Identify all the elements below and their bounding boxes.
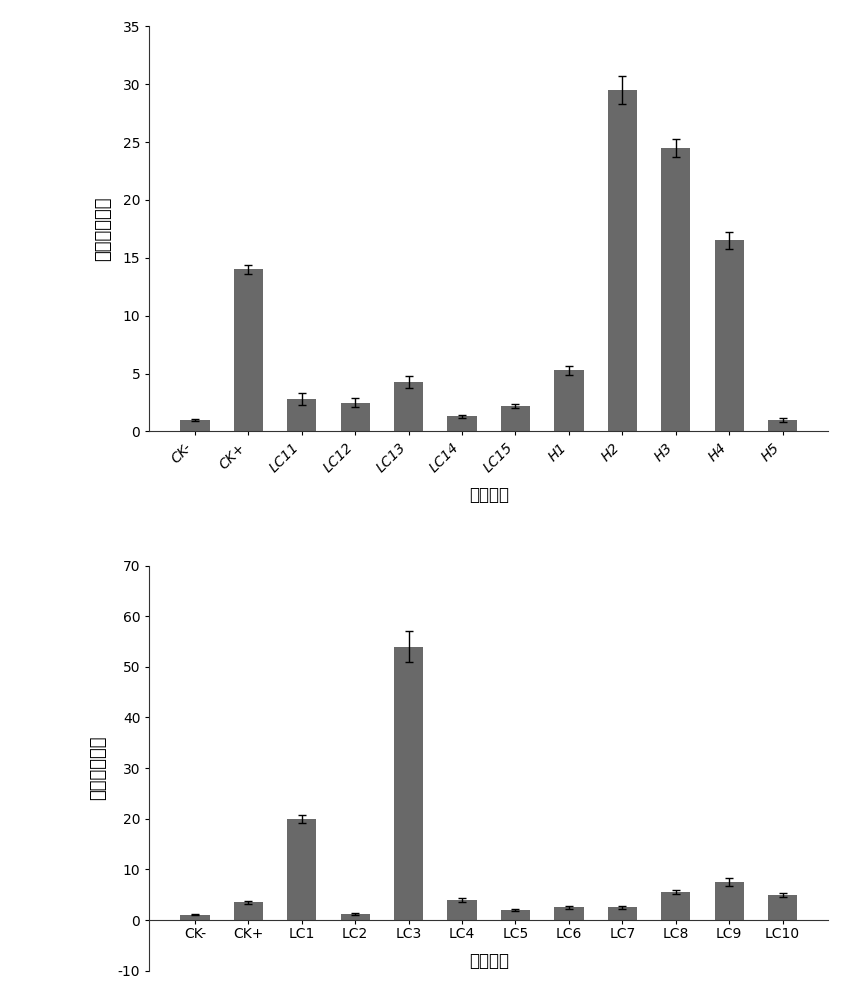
Y-axis label: 相对表达水平: 相对表达水平 [89, 736, 107, 800]
X-axis label: 样品名称: 样品名称 [469, 486, 509, 504]
Bar [768, 895, 797, 920]
Bar [554, 907, 583, 920]
Bar [608, 907, 637, 920]
Bar [233, 269, 263, 431]
Bar [447, 416, 477, 431]
Bar [608, 90, 637, 431]
Bar [661, 148, 690, 431]
Bar [501, 406, 530, 431]
Bar [180, 420, 210, 431]
Bar [715, 882, 744, 920]
X-axis label: 样品名称: 样品名称 [469, 952, 509, 970]
Bar [180, 915, 210, 920]
Bar [661, 892, 690, 920]
Bar [501, 910, 530, 920]
Bar [340, 403, 370, 431]
Bar [394, 647, 424, 920]
Bar [768, 420, 797, 431]
Bar [287, 819, 317, 920]
Bar [287, 399, 317, 431]
Bar [554, 370, 583, 431]
Bar [340, 914, 370, 920]
Bar [394, 382, 424, 431]
Bar [233, 902, 263, 920]
Bar [447, 900, 477, 920]
Y-axis label: 相对表达水平: 相对表达水平 [93, 197, 111, 261]
Bar [715, 240, 744, 431]
